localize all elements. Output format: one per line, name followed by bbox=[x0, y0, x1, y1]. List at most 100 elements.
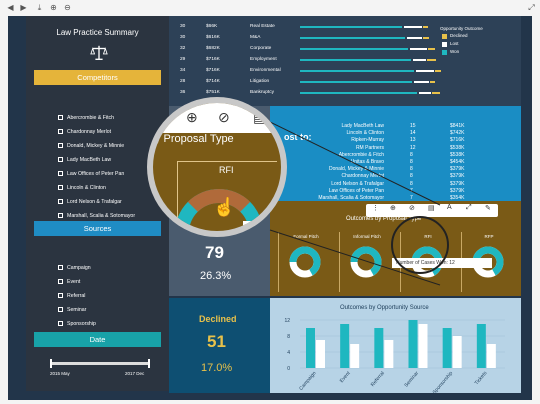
drag-handle-icon[interactable]: ⋮ bbox=[372, 205, 379, 212]
source-bar bbox=[408, 320, 418, 368]
fullscreen-icon[interactable]: ⤢ bbox=[528, 3, 535, 12]
bar-segment[interactable] bbox=[300, 26, 402, 28]
competitor-label: Law Offices of Peter Pan bbox=[67, 171, 125, 177]
row-label: Corporate bbox=[250, 46, 272, 51]
bar-segment[interactable] bbox=[427, 59, 436, 61]
cost-name: Abercrombie & Fitch bbox=[338, 151, 384, 158]
checkbox-box[interactable] bbox=[58, 265, 63, 270]
checkbox-box[interactable] bbox=[58, 185, 63, 190]
cost-name: Chardonnay Merlot bbox=[341, 173, 384, 180]
source-bar bbox=[452, 336, 462, 368]
bar-segment[interactable] bbox=[419, 92, 431, 94]
source-checkbox[interactable]: Seminar bbox=[58, 306, 86, 314]
edit-icon[interactable]: ✎ bbox=[485, 205, 491, 212]
checkbox-box[interactable] bbox=[58, 115, 63, 120]
chart-toolbar bbox=[366, 204, 498, 217]
legend-swatch bbox=[442, 42, 447, 47]
cost-amount: $379K bbox=[450, 180, 465, 187]
checkbox-box[interactable] bbox=[58, 143, 63, 148]
row-amount: $751K bbox=[206, 90, 220, 95]
source-checkbox[interactable]: Sponsorship bbox=[58, 320, 96, 328]
row-amount: $716K bbox=[206, 57, 220, 62]
date-end-handle[interactable] bbox=[148, 359, 150, 368]
checkbox-box[interactable] bbox=[58, 279, 63, 284]
dashboard-title: Law Practice Summary bbox=[56, 28, 139, 37]
cost-name: Lincoln & Clinton bbox=[346, 130, 384, 137]
source-checkbox[interactable]: Referral bbox=[58, 292, 85, 300]
date-range-slider[interactable] bbox=[50, 359, 150, 368]
competitor-label: Lord Nelson & Trafalgar bbox=[67, 199, 122, 205]
zoom-icon[interactable]: ⊕ bbox=[390, 205, 396, 212]
data-icon[interactable]: ▤ bbox=[428, 205, 435, 212]
competitor-checkbox[interactable]: Chardonnay Merlot bbox=[58, 128, 111, 136]
cost-panel bbox=[270, 106, 521, 201]
legend-swatch bbox=[442, 50, 447, 55]
bar-segment[interactable] bbox=[413, 81, 430, 83]
bar-segment[interactable] bbox=[410, 48, 427, 50]
bar-segment[interactable] bbox=[413, 59, 427, 61]
column-divider bbox=[278, 232, 279, 292]
source-bar bbox=[306, 328, 315, 368]
bar-segment[interactable] bbox=[423, 37, 429, 39]
cost-n: 8 bbox=[410, 166, 413, 173]
bar-segment[interactable] bbox=[300, 37, 405, 39]
bar-segment[interactable] bbox=[300, 81, 412, 83]
bar-segment[interactable] bbox=[435, 70, 441, 72]
competitor-label: Lady MacBeth Law bbox=[67, 157, 112, 163]
checkbox-box[interactable] bbox=[58, 213, 63, 218]
checkbox-box[interactable] bbox=[58, 199, 63, 204]
cost-n: 8 bbox=[410, 173, 413, 180]
expand-icon[interactable]: ⤢ bbox=[466, 204, 472, 211]
competitor-checkbox[interactable]: Donald, Mickey & Minnie bbox=[58, 142, 124, 150]
row-n: 29 bbox=[180, 57, 186, 62]
row-amount: $682K bbox=[206, 46, 220, 51]
checkbox-box[interactable] bbox=[58, 129, 63, 134]
source-bar bbox=[476, 324, 486, 368]
cost-amount: $354K bbox=[450, 195, 465, 201]
row-n: 30 bbox=[180, 35, 186, 40]
source-checkbox[interactable]: Event bbox=[58, 278, 80, 286]
zoom-in-icon[interactable]: ⊕ bbox=[50, 3, 57, 12]
back-icon[interactable]: ◀ bbox=[7, 3, 14, 12]
checkbox-box[interactable] bbox=[58, 157, 63, 162]
bar-segment[interactable] bbox=[427, 48, 435, 50]
competitor-checkbox[interactable]: Marshall, Scalia & Sotomayor bbox=[58, 212, 135, 220]
competitors-header: Competitors bbox=[34, 70, 161, 85]
checkbox-box[interactable] bbox=[58, 307, 63, 312]
text-icon[interactable]: A bbox=[447, 204, 452, 211]
checkbox-box[interactable] bbox=[58, 321, 63, 326]
competitor-checkbox[interactable]: Lincoln & Clinton bbox=[58, 184, 106, 192]
competitor-checkbox[interactable]: Lord Nelson & Trafalgar bbox=[58, 198, 122, 206]
competitor-label: Donald, Mickey & Minnie bbox=[67, 143, 125, 149]
bar-segment[interactable] bbox=[407, 37, 422, 39]
legend-swatch bbox=[442, 34, 447, 39]
bar-segment[interactable] bbox=[300, 48, 408, 50]
download-icon[interactable]: ⤓ bbox=[37, 3, 42, 12]
bar-segment[interactable] bbox=[300, 92, 417, 94]
bar-segment[interactable] bbox=[423, 26, 428, 28]
zoom-out-icon[interactable]: ⊖ bbox=[64, 3, 71, 12]
checkbox-box[interactable] bbox=[58, 293, 63, 298]
row-n: 32 bbox=[180, 46, 186, 51]
checkbox-box[interactable] bbox=[58, 171, 63, 176]
competitor-checkbox[interactable]: Law Offices of Peter Pan bbox=[58, 170, 124, 178]
forward-icon[interactable]: ▶ bbox=[20, 3, 27, 12]
bar-segment[interactable] bbox=[430, 81, 435, 83]
bar-segment[interactable] bbox=[404, 26, 422, 28]
bar-segment[interactable] bbox=[300, 59, 411, 61]
competitor-checkbox[interactable]: Abercrombie & Fitch bbox=[58, 114, 114, 122]
source-checkbox[interactable]: Campaign bbox=[58, 264, 91, 272]
competitor-checkbox[interactable]: Lady MacBeth Law bbox=[58, 156, 111, 164]
lens-target-circle bbox=[391, 216, 449, 274]
cost-amount: $716K bbox=[450, 137, 465, 144]
hide-icon[interactable]: ⊘ bbox=[409, 205, 415, 212]
bar-segment[interactable] bbox=[300, 70, 414, 72]
competitor-label: Lincoln & Clinton bbox=[67, 185, 106, 191]
legend-title: Opportunity Outcome bbox=[440, 26, 483, 31]
source-label: Sponsorship bbox=[67, 321, 96, 327]
source-label: Seminar bbox=[67, 307, 87, 313]
bar-segment[interactable] bbox=[432, 92, 441, 94]
bar-segment[interactable] bbox=[416, 70, 434, 72]
date-start-handle[interactable] bbox=[50, 359, 52, 368]
source-bar bbox=[384, 340, 394, 368]
